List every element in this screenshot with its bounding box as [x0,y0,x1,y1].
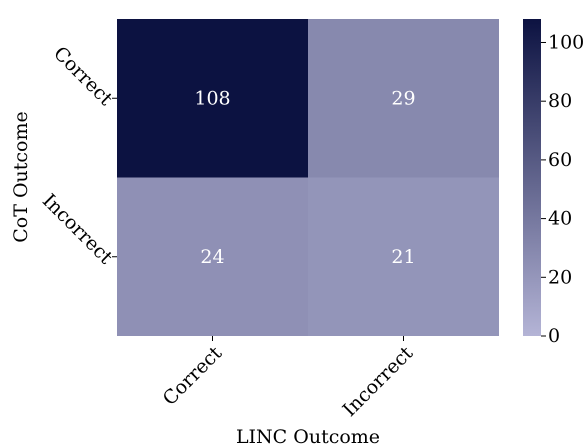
y-tick-label: Correct [49,42,117,110]
x-tick-label: Correct [159,342,227,410]
colorbar-tick-label: 100 [548,31,584,53]
y-axis-title: CoT Outcome [10,111,32,242]
colorbar: 0 20 40 60 80 100 [523,19,584,347]
x-tick-label: Incorrect [338,342,417,421]
x-axis-ticks: Correct Incorrect [159,336,418,421]
heatmap-cells [117,19,499,336]
heatmap-cell [308,19,499,178]
colorbar-tick-label: 80 [548,90,572,112]
heatmap-cell [308,177,499,336]
heatmap-cell-labels: 108 29 24 21 [194,87,415,268]
colorbar-tick-label: 40 [548,208,572,230]
colorbar-tick-label: 60 [548,149,572,171]
heatmap-cell-label: 29 [391,87,415,109]
x-axis-title: LINC Outcome [236,426,380,447]
heatmap-cell-label: 21 [391,246,415,268]
heatmap-cell-label: 108 [194,87,230,109]
colorbar-tick-label: 20 [548,266,572,288]
y-tick-label: Incorrect [38,190,117,269]
colorbar-gradient [523,19,541,336]
y-axis-ticks: Correct Incorrect [38,42,117,268]
colorbar-ticks: 0 20 40 60 80 100 [541,31,584,347]
heatmap-cell [117,177,308,336]
heatmap-cell-label: 24 [200,246,224,268]
heatmap-cell [117,19,308,178]
colorbar-tick-label: 0 [548,325,560,347]
